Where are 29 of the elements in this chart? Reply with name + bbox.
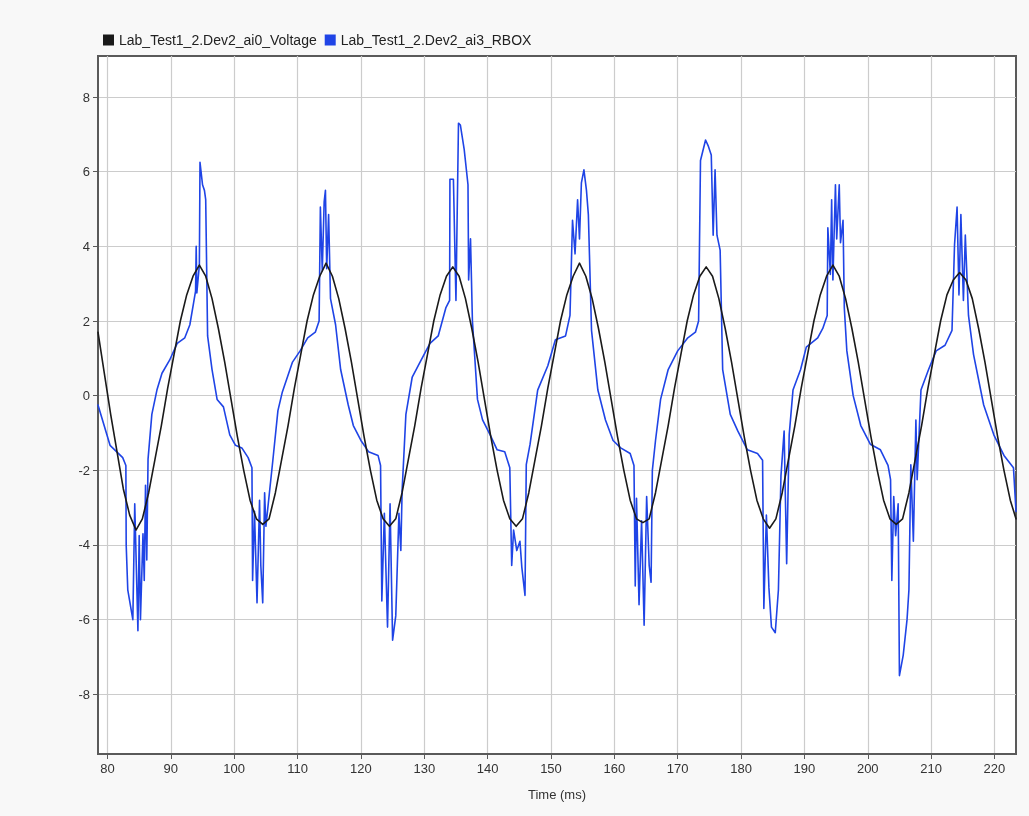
y-tick-label: -2	[78, 462, 90, 478]
x-tick-label: 100	[223, 761, 246, 776]
y-tick-label: -6	[78, 612, 90, 628]
x-tick-label: 190	[793, 761, 816, 776]
y-tick-label: 6	[82, 164, 90, 180]
x-tick-label: 140	[476, 761, 499, 776]
x-tick-label: 160	[603, 761, 626, 776]
x-axis-title: Time (ms)	[527, 787, 587, 802]
x-tick-label: 220	[983, 761, 1006, 776]
x-tick-label: 110	[287, 761, 308, 776]
x-tick-label: 150	[540, 761, 562, 776]
y-tick-label: 0	[82, 388, 90, 404]
y-tick-label: -8	[78, 686, 90, 702]
legend-label: Lab_Test1_2.Dev2_ai3_RBOX	[340, 32, 533, 48]
y-tick-label: 4	[82, 238, 90, 254]
y-tick-label: -4	[78, 537, 90, 553]
x-tick-label: 200	[856, 761, 879, 776]
x-tick-label: 80	[100, 761, 115, 776]
x-tick-label: 90	[163, 761, 179, 776]
line-series	[97, 122, 1017, 677]
x-tick-label: 170	[666, 761, 689, 776]
line-series	[97, 262, 1017, 531]
x-tick-label: 180	[730, 761, 752, 776]
x-tick-label: 120	[350, 761, 372, 776]
x-tick-label: 130	[413, 761, 436, 776]
legend-label: Lab_Test1_2.Dev2_ai0_Voltage	[119, 32, 317, 48]
y-tick-label: 2	[82, 313, 90, 329]
y-tick-label: 8	[82, 89, 90, 105]
x-tick-label: 210	[920, 761, 942, 776]
